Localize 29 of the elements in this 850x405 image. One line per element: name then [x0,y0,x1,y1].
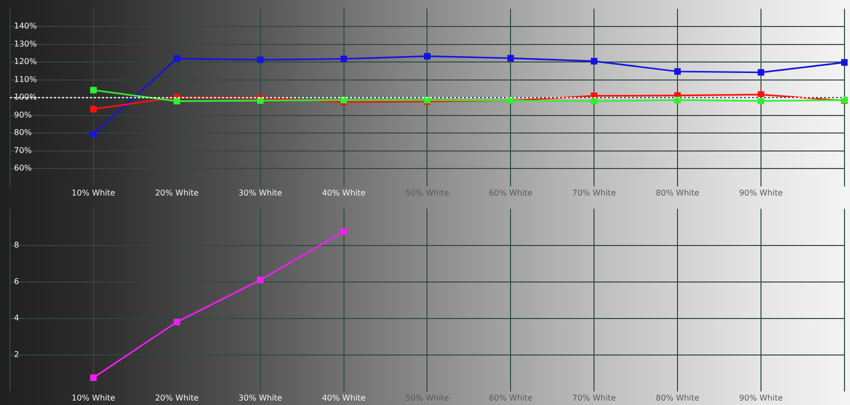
x-tick-label: 20% White [155,188,199,198]
y-tick-label: 100% [14,92,38,102]
y-tick-label: 120% [14,57,38,66]
y-tick-label: 110% [14,74,38,84]
x-tick-label: 10% White [72,393,116,402]
y-tick-label: 4 [14,313,20,322]
y-tick-label: 2 [14,350,20,359]
y-tick-label: 80% [14,128,32,138]
x-tick-label: 90% White [739,188,783,198]
x-tick-label: 80% White [656,393,700,402]
y-tick-label: 60% [14,164,32,173]
y-tick-label: 8 [14,240,20,250]
x-tick-label: 60% White [488,393,533,402]
x-tick-label: 10% White [72,188,116,198]
x-tick-label: 60% White [488,188,533,198]
y-tick-label: 130% [14,39,38,48]
y-tick-label: 140% [14,22,38,31]
y-tick-label: 90% [14,110,32,120]
x-tick-label: 70% White [572,188,616,198]
x-tick-label: 30% White [238,393,282,402]
x-tick-label: 90% White [739,393,783,402]
y-tick-label: 70% [14,146,32,155]
x-tick-label: 30% White [238,188,282,198]
x-tick-label: 40% White [322,393,366,402]
x-tick-label: 40% White [322,188,366,198]
x-tick-label: 20% White [155,393,199,402]
y-tick-label: 6 [14,276,20,286]
x-tick-label: 70% White [572,393,616,402]
x-tick-label: 80% White [656,188,700,198]
